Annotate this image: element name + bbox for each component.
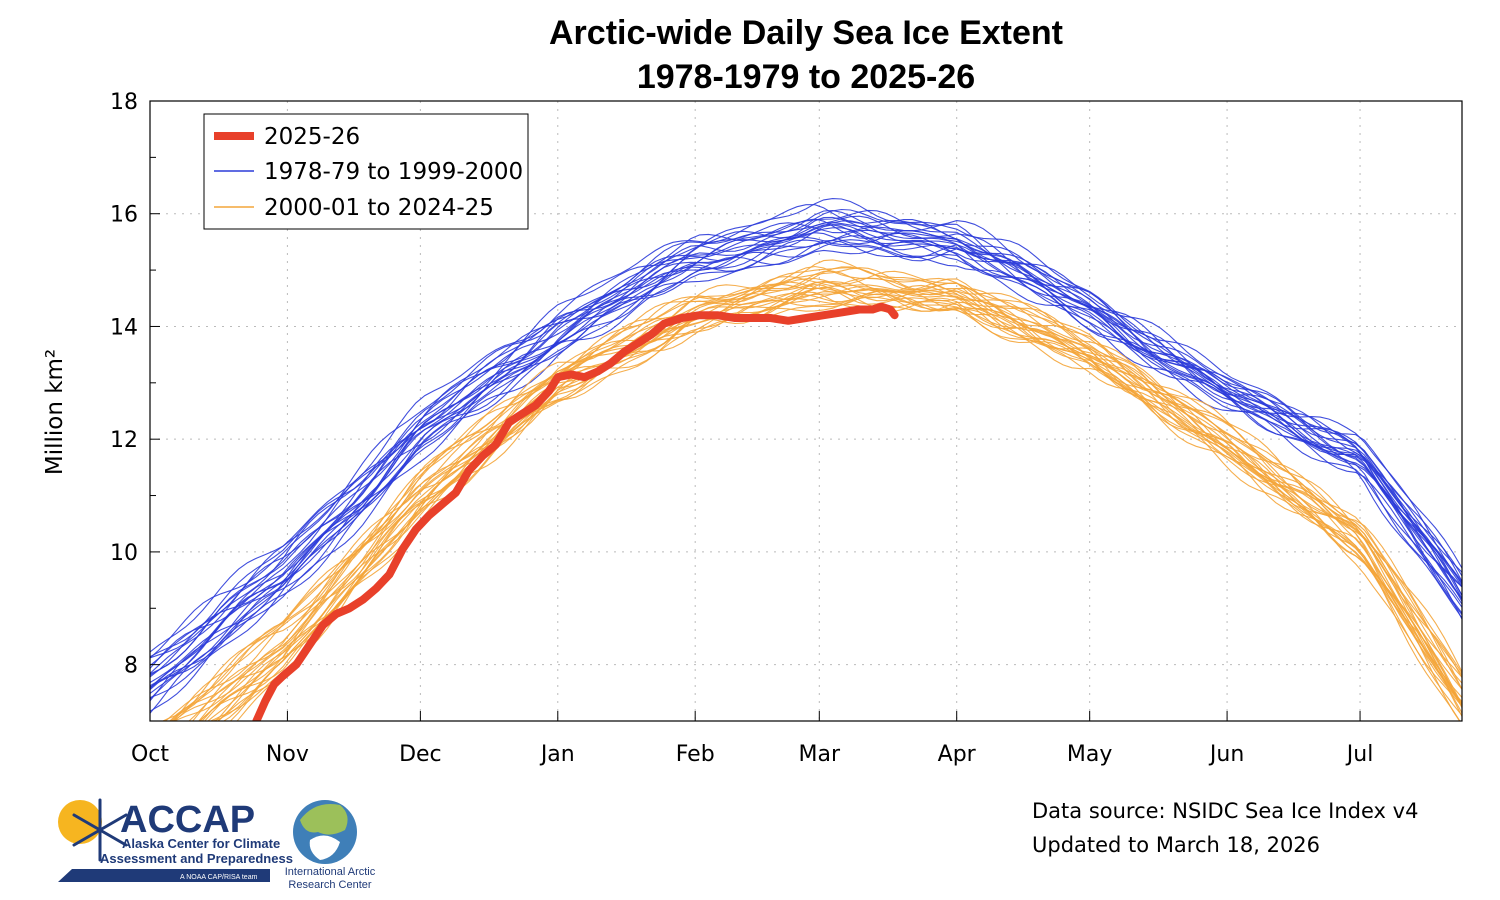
sun-icon bbox=[58, 800, 102, 844]
ensemble-line-1-9 bbox=[207, 287, 1462, 721]
accap-tag: A NOAA CAP/RISA team bbox=[180, 874, 258, 881]
x-tick-label-7: May bbox=[1067, 742, 1112, 767]
accap-line2: Assessment and Preparedness bbox=[100, 851, 293, 866]
globe-land bbox=[300, 804, 348, 835]
accap-banner bbox=[58, 869, 270, 882]
ensemble-line-1-2 bbox=[217, 289, 1462, 721]
y-tick-label-0: 8 bbox=[124, 654, 138, 679]
accap-name: ACCAP bbox=[120, 799, 255, 841]
chart-title-line1: Arctic-wide Daily Sea Ice Extent bbox=[549, 14, 1063, 52]
ensemble-line-0-8 bbox=[150, 241, 1462, 699]
ensemble-line-1-19 bbox=[172, 259, 1462, 721]
ensemble-line-0-17 bbox=[150, 209, 1462, 667]
x-tick-label-1: Nov bbox=[266, 742, 309, 767]
ensemble-line-0-12 bbox=[150, 216, 1462, 675]
ensemble-line-1-11 bbox=[161, 266, 1462, 721]
series-line-0 bbox=[252, 302, 899, 721]
iarc-line1: International Arctic bbox=[285, 866, 376, 878]
ensemble-line-0-16 bbox=[150, 239, 1462, 687]
ensemble-line-1-12 bbox=[164, 270, 1462, 721]
current-season-line bbox=[252, 302, 899, 721]
y-tick-label-4: 16 bbox=[110, 203, 138, 228]
accap-logo: ACCAP Alaska Center for Climate Assessme… bbox=[58, 798, 293, 882]
ensemble-line-0-9 bbox=[150, 198, 1462, 653]
legend-label-current: 2025-26 bbox=[264, 124, 360, 150]
ensemble-line-0-19 bbox=[150, 224, 1462, 688]
x-tick-label-3: Jan bbox=[539, 742, 575, 767]
updated-date-text: Updated to March 18, 2026 bbox=[1032, 833, 1320, 857]
ensemble-line-0-3 bbox=[150, 208, 1462, 658]
ensemble-line-1-4 bbox=[229, 293, 1462, 721]
globe-ice bbox=[309, 835, 340, 860]
ensemble-line-1-14 bbox=[210, 291, 1461, 721]
ensemble-line-0-15 bbox=[150, 235, 1462, 700]
x-tick-label-8: Jun bbox=[1208, 742, 1244, 767]
ensemble-line-1-23 bbox=[222, 289, 1462, 721]
data-source-text: Data source: NSIDC Sea Ice Index v4 bbox=[1032, 799, 1418, 823]
ensemble-line-0-11 bbox=[150, 220, 1462, 689]
legend-label-recent: 2000-01 to 2024-25 bbox=[264, 195, 494, 221]
ensemble-line-1-5 bbox=[211, 290, 1462, 721]
ensemble-line-0-20 bbox=[150, 230, 1462, 683]
historical-lines bbox=[150, 198, 1462, 721]
y-axis-ticks: 8 10 12 14 16 18 bbox=[110, 90, 160, 722]
ensemble-line-1-16 bbox=[173, 281, 1462, 721]
ensemble-line-1-20 bbox=[204, 286, 1462, 721]
y-tick-label-5: 18 bbox=[110, 90, 138, 115]
plot-frame bbox=[149, 100, 1463, 722]
x-tick-label-9: Jul bbox=[1345, 742, 1374, 767]
x-tick-label-0: Oct bbox=[131, 742, 169, 767]
ensemble-line-1-22 bbox=[214, 285, 1462, 721]
ensemble-line-1-21 bbox=[236, 296, 1462, 721]
iarc-logo: International Arctic Research Center bbox=[285, 800, 376, 891]
x-tick-label-6: Apr bbox=[938, 742, 977, 767]
y-tick-label-3: 14 bbox=[110, 315, 138, 340]
ensemble-line-1-24 bbox=[201, 281, 1462, 721]
legend-label-early: 1978-79 to 1999-2000 bbox=[264, 159, 523, 185]
y-tick-label-2: 12 bbox=[110, 428, 138, 453]
snowflake-icon bbox=[72, 798, 128, 862]
y-axis-label: Million km² bbox=[42, 349, 68, 475]
accap-line1: Alaska Center for Climate bbox=[122, 836, 280, 851]
x-tick-label-4: Feb bbox=[676, 742, 715, 767]
ensemble-line-1-15 bbox=[191, 270, 1462, 721]
legend-box bbox=[203, 113, 529, 230]
ensemble-line-1-18 bbox=[216, 297, 1461, 721]
legend: 2025-26 1978-79 to 1999-2000 2000-01 to … bbox=[203, 113, 529, 230]
iarc-line2: Research Center bbox=[288, 879, 371, 891]
ensemble-line-0-21 bbox=[150, 204, 1462, 659]
x-tick-label-5: Mar bbox=[799, 742, 841, 767]
x-axis-ticks: Oct Nov Dec Jan Feb Mar Apr May Jun Jul bbox=[131, 711, 1373, 767]
x-tick-label-2: Dec bbox=[399, 742, 442, 767]
chart-title-line2: 1978-1979 to 2025-26 bbox=[637, 58, 975, 96]
y-tick-label-1: 10 bbox=[110, 541, 138, 566]
